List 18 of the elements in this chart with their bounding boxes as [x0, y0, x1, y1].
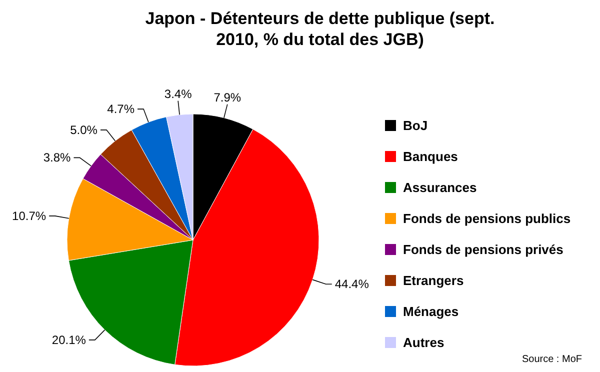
- data-label: 20.1%: [52, 332, 86, 347]
- legend-label: Banques: [403, 149, 458, 164]
- data-label: 3.8%: [43, 150, 72, 165]
- legend-label: Autres: [403, 335, 444, 350]
- source-note: Source : MoF: [522, 354, 582, 365]
- data-label: 10.7%: [12, 208, 46, 223]
- legend-label: Assurances: [403, 180, 477, 195]
- legend-label: Fonds de pensions publics: [403, 211, 571, 226]
- data-label: 4.7%: [107, 102, 135, 116]
- legend-label: Fonds de pensions privés: [403, 242, 564, 257]
- data-label: 5.0%: [70, 122, 98, 137]
- chart-title: Japon - Détenteurs de dette publique (sept. 2010, % du total des JGB): [145, 9, 495, 49]
- data-label: 44.4%: [334, 277, 370, 292]
- legend-label: Ménages: [403, 304, 459, 319]
- legend-label: BoJ: [403, 118, 428, 133]
- data-label: 3.4%: [164, 86, 192, 101]
- legend-label: Etrangers: [403, 273, 464, 288]
- data-label: 7.9%: [214, 90, 242, 104]
